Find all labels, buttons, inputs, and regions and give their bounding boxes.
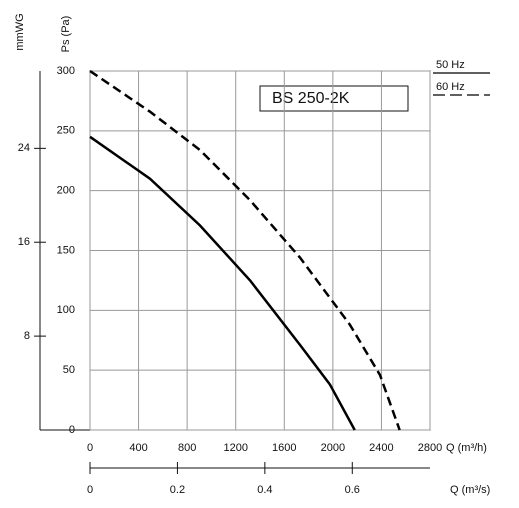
x-tick-label: 400 xyxy=(129,442,147,454)
x2-tick-label: 0.2 xyxy=(170,484,185,496)
y2-tick-label: 24 xyxy=(18,142,30,154)
y-tick-label: 200 xyxy=(57,185,75,197)
y2-tick-label: 16 xyxy=(18,236,30,248)
x-tick-label: 0 xyxy=(87,442,93,454)
x2-axis-title: Q (m³/s) xyxy=(450,484,490,496)
legend-label: 50 Hz xyxy=(436,59,465,71)
y2-tick-label: 8 xyxy=(24,330,30,342)
x-tick-label: 2400 xyxy=(369,442,393,454)
series-line xyxy=(89,69,401,431)
y-tick-label: 0 xyxy=(69,424,75,436)
y-tick-label: 50 xyxy=(63,364,75,376)
x-tick-label: 1600 xyxy=(272,442,296,454)
x2-tick-label: 0 xyxy=(87,484,93,496)
x-tick-label: 2000 xyxy=(321,442,345,454)
y-axis-title: Ps (Pa) xyxy=(60,16,72,53)
y-tick-label: 100 xyxy=(57,304,75,316)
y-tick-label: 300 xyxy=(57,65,75,77)
legend-label: 60 Hz xyxy=(436,81,465,93)
x2-tick-label: 0.6 xyxy=(345,484,360,496)
y2-axis-title: mmWG xyxy=(14,13,26,50)
chart-title: BS 250-2K xyxy=(272,90,350,107)
x-axis-title: Q (m³/h) xyxy=(446,442,487,454)
y-tick-label: 250 xyxy=(57,125,75,137)
series-line xyxy=(89,135,356,431)
x2-tick-label: 0.4 xyxy=(257,484,272,496)
x-tick-label: 800 xyxy=(178,442,196,454)
x-tick-label: 2800 xyxy=(418,442,442,454)
y-tick-label: 150 xyxy=(57,244,75,256)
x-tick-label: 1200 xyxy=(223,442,247,454)
